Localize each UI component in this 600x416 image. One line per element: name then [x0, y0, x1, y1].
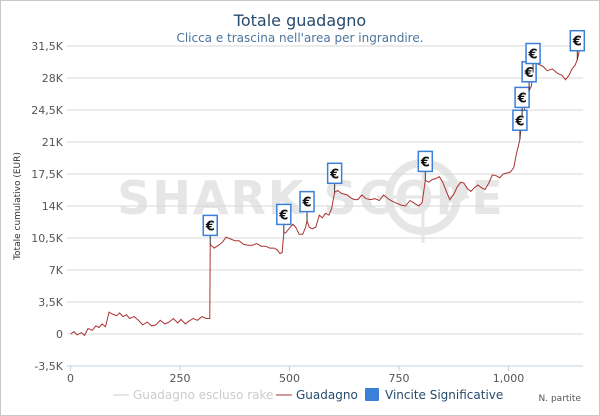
legend-label-vincite: Vincite Significative [385, 388, 503, 402]
marker-box [514, 86, 530, 109]
legend: Guadagno escluso rake Guadagno Vincite S… [113, 388, 503, 402]
x-tick-label: 250 [170, 372, 191, 385]
significant-win-marker: € [525, 42, 541, 73]
euro-icon: € [205, 219, 215, 234]
euro-icon: € [514, 114, 524, 129]
y-tick-label: -3,5K [34, 360, 63, 373]
y-tick-label: 21K [42, 136, 64, 149]
marker-box [525, 42, 541, 65]
legend-label-escluso-rake: Guadagno escluso rake [133, 388, 273, 402]
significant-win-marker: € [299, 190, 315, 221]
y-tick-label: 14K [42, 200, 64, 213]
x-axis-label: N. partite [539, 394, 582, 404]
significant-win-marker: € [326, 162, 343, 193]
chart-title: Totale guadagno [233, 11, 366, 30]
y-axis-ticks: -3,5K 0 3,5K 7K 10,5K 14K 17,5K 21K 24,5K 28K 31,5… [31, 40, 63, 373]
legend-label-guadagno: Guadagno [296, 388, 358, 402]
euro-icon: € [329, 167, 339, 182]
significant-win-marker: € [417, 150, 434, 181]
marker-box [326, 162, 343, 185]
marker-box [512, 109, 528, 132]
significant-win-marker: € [512, 109, 528, 140]
euro-icon: € [524, 66, 534, 81]
chart-subtitle: Clicca e trascina nell'area per ingrandi… [176, 31, 423, 45]
y-tick-label: 17,5K [31, 168, 63, 181]
legend-item-escluso-rake[interactable]: Guadagno escluso rake [113, 388, 273, 402]
y-axis-label: Totale cumulativo (EUR) [13, 152, 23, 261]
marker-box [299, 190, 315, 213]
euro-icon: € [528, 48, 538, 63]
x-axis-ticks: 0 250 500 750 1,000 [67, 366, 524, 385]
y-tick-label: 31,5K [31, 40, 63, 53]
euro-icon: € [302, 196, 312, 211]
x-tick-label: 1,000 [493, 372, 525, 385]
significant-win-marker: € [276, 203, 292, 234]
marker-box [417, 150, 434, 173]
significant-win-marker: € [514, 86, 530, 117]
y-tick-label: 3,5K [38, 296, 63, 309]
x-tick-label: 0 [67, 372, 74, 385]
legend-item-guadagno[interactable]: Guadagno [276, 388, 358, 402]
y-tick-label: 7K [49, 264, 64, 277]
significant-win-marker: € [202, 214, 218, 245]
significant-win-marker: € [569, 29, 586, 60]
legend-square-icon [365, 388, 379, 401]
euro-icon: € [517, 91, 527, 106]
legend-item-vincite[interactable]: Vincite Significative [365, 388, 503, 402]
y-tick-label: 0 [56, 328, 63, 341]
euro-icon: € [572, 35, 582, 50]
grid [67, 45, 583, 367]
marker-box [276, 203, 292, 226]
marker-box [569, 29, 586, 52]
significant-wins-markers: € € € € € € € € € € [202, 29, 586, 245]
y-tick-label: 10,5K [31, 232, 63, 245]
euro-icon: € [278, 208, 288, 223]
y-tick-label: 24,5K [31, 104, 63, 117]
series-line-guadagno[interactable] [70, 47, 581, 337]
marker-box [202, 214, 218, 237]
y-tick-label: 28K [42, 72, 64, 85]
euro-icon: € [420, 155, 430, 170]
x-tick-label: 750 [389, 372, 410, 385]
x-tick-label: 500 [279, 372, 300, 385]
significant-win-marker: € [521, 61, 537, 91]
